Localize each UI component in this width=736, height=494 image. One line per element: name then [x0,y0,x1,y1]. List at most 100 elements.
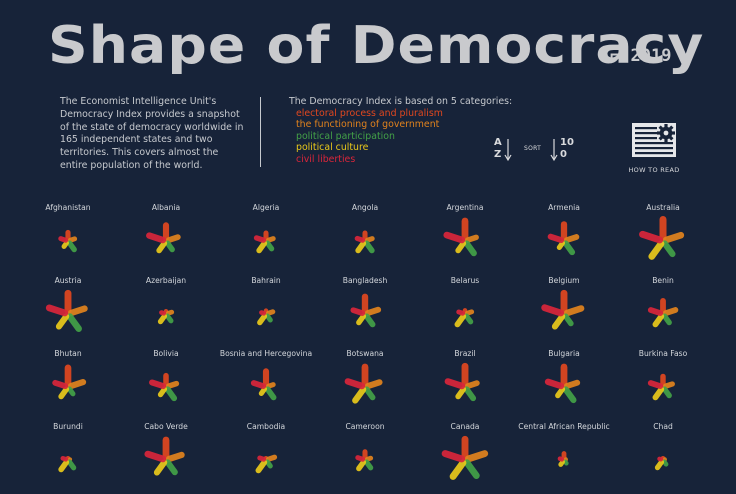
country-cell[interactable]: Bolivia [111,349,221,421]
country-cell[interactable]: Brazil [410,349,520,421]
country-name: Burkina Faso [638,349,688,358]
democracy-flower [647,298,679,328]
petal-electoral [659,216,667,241]
petal-functioning [563,379,581,390]
country-cell[interactable]: Armenia [509,203,619,275]
democracy-flower [45,289,88,332]
petal-functioning [364,379,383,390]
sort-score-top: 10 [560,137,574,148]
country-cell[interactable]: Burundi [13,422,123,494]
petal-participation [66,313,82,332]
sort-score-button[interactable]: 10 0 [550,138,574,164]
petal-functioning [563,234,580,244]
country-cell[interactable]: Burkina Faso [608,349,718,421]
petal-liberties [443,231,466,244]
country-cell[interactable]: Angola [310,203,420,275]
country-cell[interactable]: Benin [608,276,718,348]
democracy-flower [146,222,181,254]
petal-participation [661,240,676,258]
democracy-flower [58,229,78,253]
country-cell[interactable]: Belarus [410,276,520,348]
country-name: Chad [653,422,673,431]
arrow-down-icon [550,139,558,162]
democracy-flower [144,436,185,476]
petal-culture [455,386,467,400]
petal-participation [463,240,477,257]
country-name: Austria [54,276,82,285]
country-cell[interactable]: Chad [608,422,718,494]
sort-alpha-top: A [494,137,502,148]
petal-liberties [544,378,565,390]
country-cell[interactable]: Canada [410,422,520,494]
newspaper-gear-icon [632,123,676,157]
country-cell[interactable]: Botswana [310,349,420,421]
country-name: Australia [646,203,680,212]
country-cell[interactable]: Central African Republic [509,422,619,494]
petal-electoral [162,222,170,241]
petal-participation [363,313,376,328]
country-cell[interactable]: Austria [13,276,123,348]
year-label: ⌐ 2019 ⌐ [610,46,692,66]
petal-electoral [361,363,369,387]
petal-liberties [639,230,664,244]
categories-heading: The Democracy Index is based on 5 catego… [289,96,513,107]
country-cell[interactable]: Australia [608,203,718,275]
country-cell[interactable]: Bhutan [13,349,123,421]
petal-participation [463,386,477,402]
sort-alpha-button[interactable]: A Z [494,138,518,164]
petal-liberties [52,379,69,390]
petal-functioning [662,231,685,244]
petal-culture [356,313,367,326]
country-cell[interactable]: Cameroon [310,422,420,494]
petal-liberties [45,304,69,317]
petal-participation [66,240,77,253]
democracy-flower [355,449,374,472]
democracy-flower [250,368,277,401]
country-cell[interactable]: Bulgaria [509,349,619,421]
country-cell[interactable]: Albania [111,203,221,275]
intro-text: The Economist Intelligence Unit's Democr… [60,96,244,171]
petal-electoral [560,363,568,387]
petal-liberties [456,309,466,316]
country-cell[interactable]: Bangladesh [310,276,420,348]
category-liberties: civil liberties [296,153,356,165]
category-culture: political culture [296,142,369,154]
petal-culture [156,240,168,254]
year-value: 2019 [630,46,672,66]
country-cell[interactable]: Cabo Verde [111,422,221,494]
petal-participation [363,386,376,401]
petal-participation [562,240,576,256]
petal-culture [258,386,268,396]
country-cell[interactable]: Cambodia [211,422,321,494]
democracy-flower [344,363,383,404]
how-to-read-button[interactable]: HOW TO READ [626,122,682,174]
petal-electoral [361,293,369,314]
country-name: Bulgaria [548,349,580,358]
country-cell[interactable]: Afghanistan [13,203,123,275]
country-cell[interactable]: Bosnia and Hercegovina [211,349,321,421]
page-title: Shape of Democracy [48,16,705,76]
petal-culture [556,240,566,250]
arrow-down-icon [504,139,512,162]
divider [260,97,261,167]
country-name: Belgium [548,276,580,285]
democracy-flower [443,217,479,257]
country-cell[interactable]: Bahrain [211,276,321,348]
democracy-flower [654,456,669,471]
democracy-flower [58,455,77,473]
democracy-flower [149,372,180,402]
petal-participation [463,313,474,325]
petal-culture [555,386,566,399]
democracy-flower [647,373,675,401]
country-cell[interactable]: Argentina [410,203,520,275]
country-name: Albania [151,203,181,212]
country-cell[interactable]: Algeria [211,203,321,275]
country-cell[interactable]: Belgium [509,276,619,348]
sort-score-bottom: 0 [560,149,567,160]
country-name: Angola [351,203,379,212]
petal-functioning [563,305,585,317]
petal-culture [551,313,566,330]
country-name: Bhutan [54,349,82,358]
country-cell[interactable]: Azerbaijan [111,276,221,348]
country-name: Belarus [450,276,480,285]
